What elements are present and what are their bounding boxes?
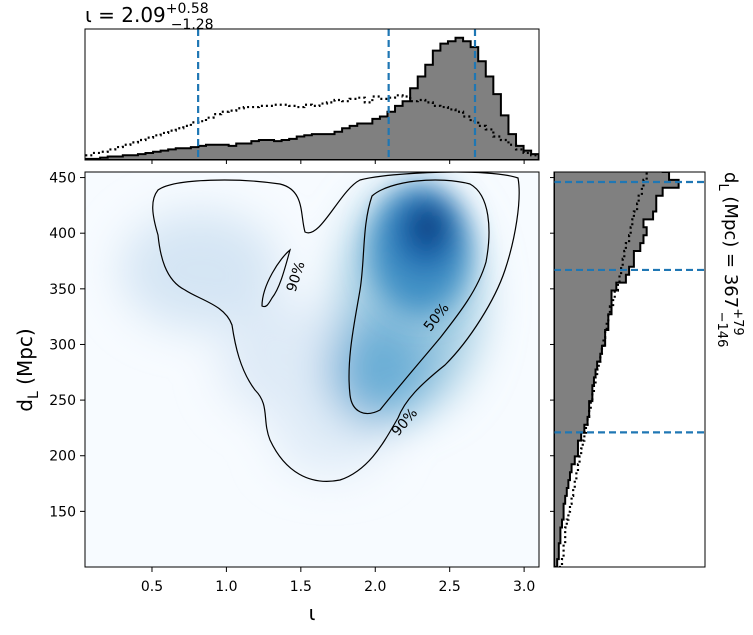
y-label-sub: L [26,391,42,399]
y-label-rest: (Mpc) [13,328,37,391]
y-tick-label: 300 [49,337,76,353]
dl-posterior-hist [554,172,680,567]
y-tick-label: 400 [49,226,76,242]
iota-title-sup: +0.58 [166,1,209,17]
contour-90-inner [261,248,292,308]
dl-title-main: d [720,172,741,183]
iota-histogram [85,29,539,160]
density-core-layer [370,185,470,315]
x-axis-label: ι [309,601,316,625]
dl-title-rest: (Mpc) = 367 [720,191,741,309]
y-label-main: d [13,399,37,412]
right-y-ticks [550,177,554,512]
y-tick-label: 450 [49,171,76,187]
y-tick-label: 250 [49,393,76,409]
x-tick-label: 2.5 [439,579,461,595]
credible-contours [152,172,520,482]
y-tick-label: 200 [49,449,76,465]
dl-title-sub: −146 [714,312,729,348]
top-panel-frame [84,28,540,161]
dl-posterior-title: dL (Mpc) = 367+79−146 [714,172,745,347]
dl-title-sup: +79 [730,308,745,335]
contour-90-outer [152,172,520,482]
contour-50 [348,179,490,415]
dl-prior-hist [554,172,648,567]
y-tick-label: 150 [49,504,76,520]
x-tick-label: 3.0 [513,579,535,595]
iota-posterior-hist [85,36,539,160]
x-tick-label: 2.0 [364,579,386,595]
dl-histogram [554,172,705,567]
iota-title-main: ι = 2.09 [85,3,166,27]
y-tick-label: 350 [49,282,76,298]
top-marginal-panel: ι = 2.09+0.58 −1.28 [84,1,540,164]
x-tick-label: 1.5 [290,579,312,595]
dl-title-subL: L [715,183,730,191]
iota-title-sub: −1.28 [171,17,214,33]
joint-panel-frame [84,171,540,568]
right-marginal-panel: dL (Mpc) = 367+79−146 [550,171,745,568]
iota-prior-hist [85,94,539,160]
x-tick-label: 0.5 [141,579,163,595]
y-axis-label: dL (Mpc) [13,328,42,411]
right-panel-frame [553,171,706,568]
iota-posterior-title: ι = 2.09+0.58 −1.28 [85,1,214,33]
joint-x-axis: 0.5 1.0 1.5 2.0 2.5 3.0 [141,567,535,595]
x-tick-label: 1.0 [215,579,237,595]
joint-density-panel: 90% 50% 90% 0.5 1.0 1.5 2.0 2.5 3.0 150200250… [13,171,540,625]
joint-y-axis: 150 200 250 300 350 400 450 [49,171,85,520]
